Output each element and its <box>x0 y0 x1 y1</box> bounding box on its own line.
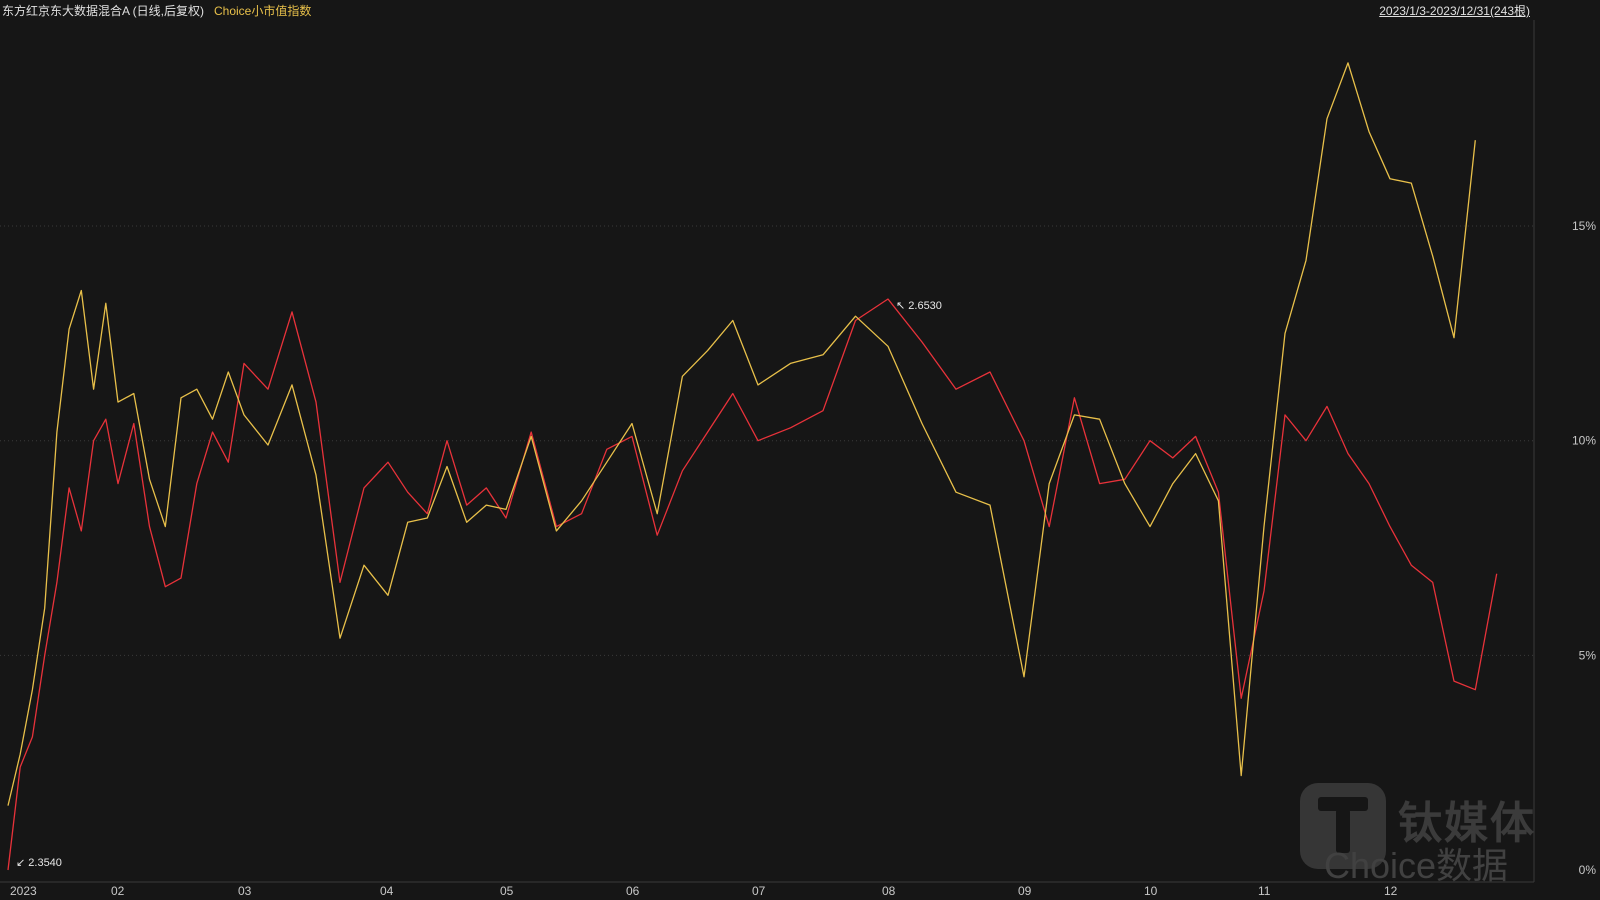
y-tick-label: 5% <box>1579 648 1597 662</box>
grid-lines <box>0 225 1534 656</box>
chart-header: 东方红京东大数据混合A (日线,后复权) Choice小市值指数 2023/1/… <box>0 0 1530 20</box>
annotation-label: ↙ 2.3540 <box>16 857 62 869</box>
x-tick-label: 07 <box>752 884 766 898</box>
y-axis-ticks: 0% 5% 10% 15% <box>1572 219 1596 877</box>
fund-title: 东方红京东大数据混合A (日线,后复权) <box>2 4 205 18</box>
fund-series-line[interactable] <box>7 298 1498 871</box>
x-tick-label: 11 <box>1258 884 1271 898</box>
x-tick-label: 02 <box>111 884 125 898</box>
watermark-brand: 钛媒体 <box>1398 799 1536 848</box>
watermark-logo-icon <box>1300 783 1386 869</box>
annotation-label: ↖ 2.6530 <box>896 300 942 312</box>
y-tick-label: 15% <box>1572 219 1596 233</box>
date-range-link[interactable]: 2023/1/3-2023/12/31(243根) <box>1379 4 1530 18</box>
y-tick-label: 0% <box>1579 863 1597 877</box>
x-tick-label: 10 <box>1144 884 1158 898</box>
x-tick-label: 05 <box>500 884 514 898</box>
watermark-source: Choice数据 <box>1324 845 1509 886</box>
y-tick-label: 10% <box>1572 434 1596 448</box>
x-tick-label: 06 <box>626 884 640 898</box>
x-tick-label: 03 <box>238 884 252 898</box>
x-tick-label: 09 <box>1018 884 1032 898</box>
watermark: 钛媒体 Choice数据 <box>1300 783 1540 886</box>
max-value-annotation: ↖ 2.6530 <box>896 300 942 312</box>
annotations: ↖ 2.6530 ↙ 2.3540 <box>16 300 942 869</box>
chart-axes <box>0 20 1535 883</box>
x-tick-label: 2023 <box>10 884 37 898</box>
x-tick-label: 04 <box>380 884 394 898</box>
series-layer <box>7 62 1498 871</box>
index-series-line[interactable] <box>7 62 1476 806</box>
min-value-annotation: ↙ 2.3540 <box>16 857 62 869</box>
x-tick-label: 08 <box>882 884 896 898</box>
x-axis-ticks: 2023 02 03 04 05 06 07 08 09 10 11 12 <box>10 884 1398 898</box>
index-legend-label[interactable]: Choice小市值指数 <box>214 4 312 18</box>
x-tick-label: 12 <box>1384 884 1398 898</box>
